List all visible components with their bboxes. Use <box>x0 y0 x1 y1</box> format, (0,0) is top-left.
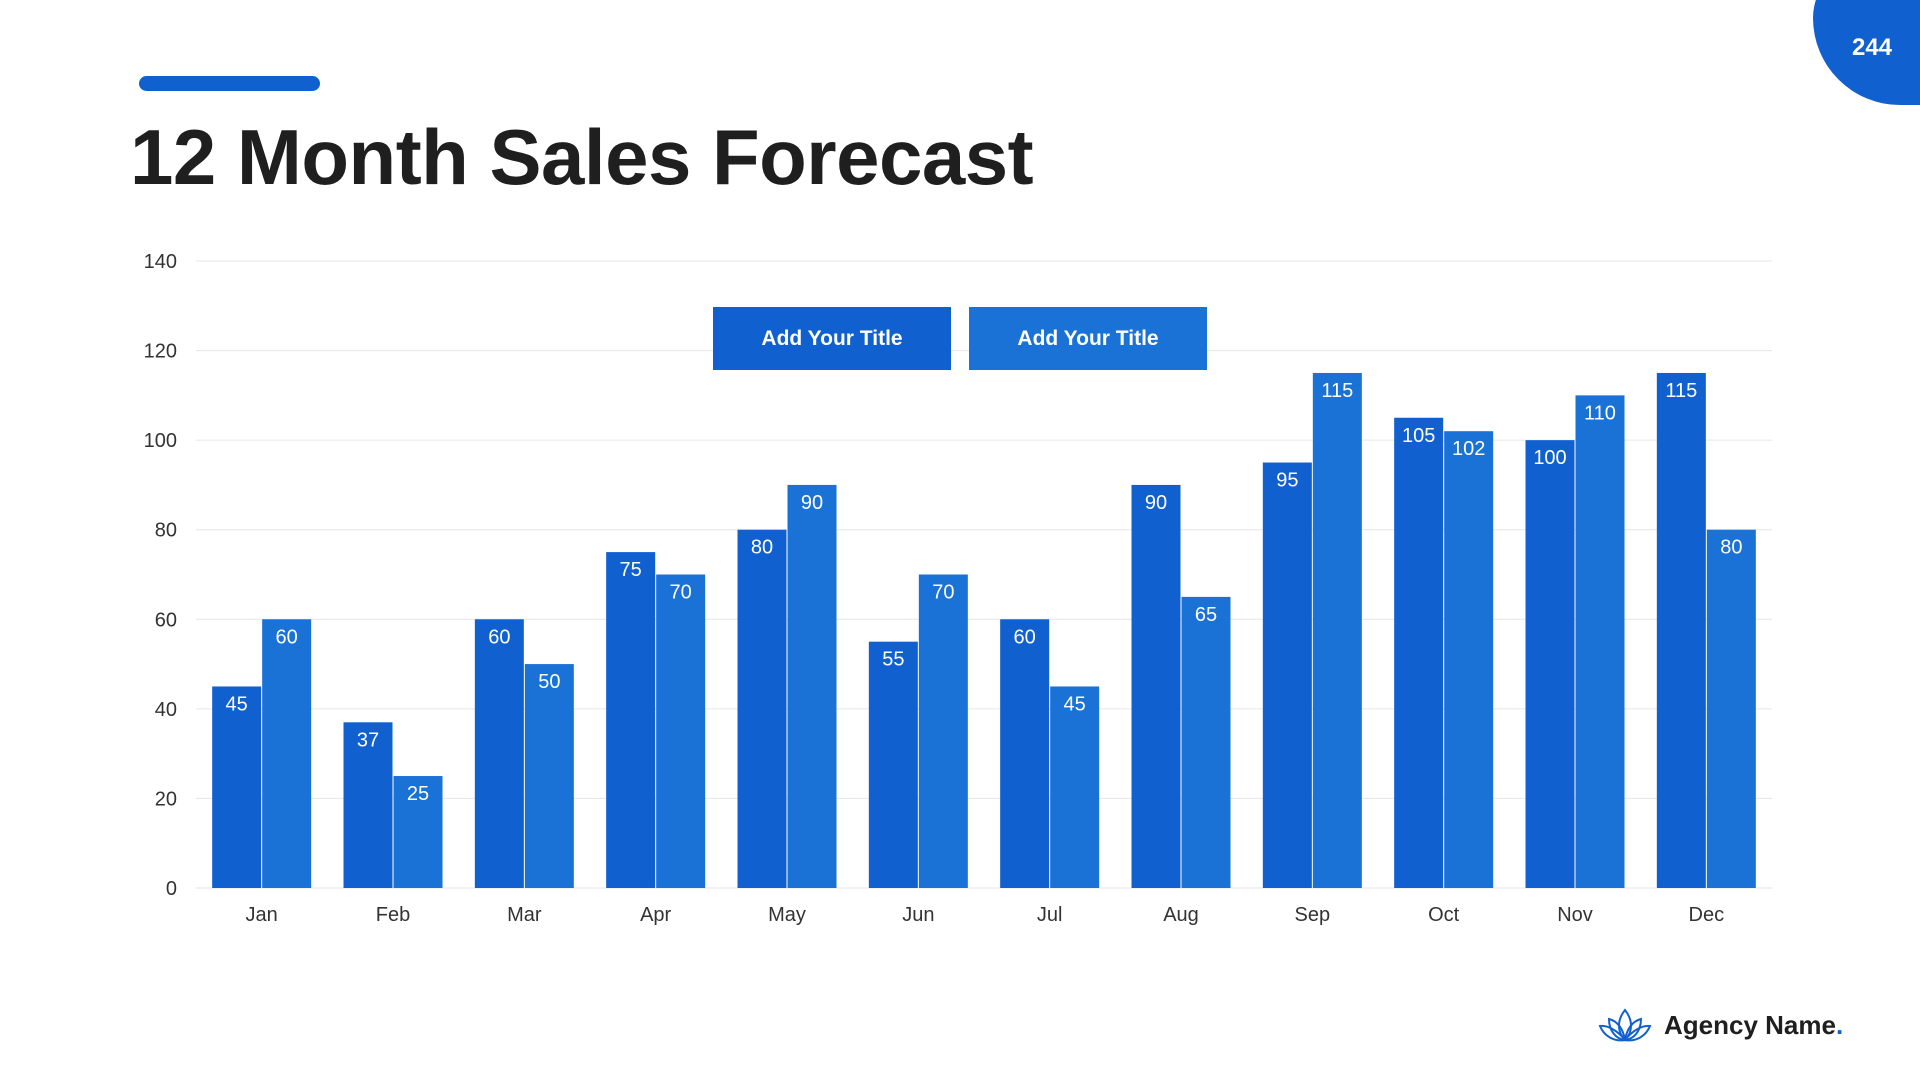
x-tick-label: Mar <box>507 904 542 926</box>
title-accent-bar <box>139 76 320 91</box>
y-tick-label: 40 <box>155 699 177 721</box>
bar-series-2-sep <box>1312 372 1362 888</box>
data-label: 90 <box>801 492 823 514</box>
y-tick-label: 100 <box>144 430 177 452</box>
x-tick-label: Nov <box>1557 904 1593 926</box>
bar-series-2-oct <box>1444 431 1494 888</box>
x-tick-label: Dec <box>1689 904 1725 926</box>
data-label: 60 <box>1014 626 1036 648</box>
bar-series-1-oct <box>1394 417 1444 888</box>
data-label: 25 <box>407 783 429 805</box>
chart-legend: Add Your Title Add Your Title <box>713 307 1207 370</box>
bar-series-2-may <box>787 484 837 888</box>
bar-series-2-jan <box>262 619 312 888</box>
y-tick-label: 0 <box>166 878 177 900</box>
bar-series-2-nov <box>1575 395 1625 888</box>
brand-name-text: Agency Name <box>1664 1009 1836 1040</box>
bar-series-2-feb <box>393 776 443 888</box>
data-label: 70 <box>932 582 954 604</box>
brand-name: Agency Name. <box>1664 1010 1843 1041</box>
data-label: 55 <box>882 649 904 671</box>
x-tick-label: Aug <box>1163 904 1199 926</box>
data-label: 37 <box>357 729 379 751</box>
bar-series-1-jun <box>868 641 918 888</box>
data-label: 115 <box>1665 380 1697 402</box>
legend-item-series-2: Add Your Title <box>969 307 1207 370</box>
x-tick-label: Jan <box>246 904 278 926</box>
data-label: 80 <box>751 537 773 559</box>
x-tick-label: May <box>768 904 806 926</box>
data-label: 45 <box>226 693 248 715</box>
x-tick-label: Oct <box>1428 904 1460 926</box>
bar-series-1-mar <box>474 619 524 888</box>
bar-series-2-mar <box>524 664 574 888</box>
data-label: 95 <box>1276 470 1298 492</box>
page-number: 244 <box>1851 34 1893 61</box>
x-tick-label: Sep <box>1295 904 1331 926</box>
bar-series-2-aug <box>1181 596 1231 888</box>
y-tick-label: 140 <box>144 251 177 273</box>
data-label: 110 <box>1584 402 1616 424</box>
data-label: 75 <box>620 559 642 581</box>
bar-series-1-feb <box>343 722 393 888</box>
y-tick-label: 120 <box>144 341 177 363</box>
bar-series-2-jul <box>1050 686 1100 888</box>
legend-item-series-1: Add Your Title <box>713 307 951 370</box>
data-label: 45 <box>1064 693 1086 715</box>
bar-series-1-apr <box>606 552 656 888</box>
data-label: 90 <box>1145 492 1167 514</box>
x-tick-label: Apr <box>640 904 671 926</box>
x-tick-label: Feb <box>376 904 410 926</box>
data-label: 65 <box>1195 604 1217 626</box>
bar-series-2-dec <box>1706 529 1756 888</box>
lotus-icon <box>1598 1008 1652 1042</box>
bar-series-1-nov <box>1525 440 1575 888</box>
x-tick-label: Jul <box>1037 904 1063 926</box>
data-label: 60 <box>276 626 298 648</box>
bar-series-2-apr <box>656 574 706 888</box>
y-tick-label: 80 <box>155 520 177 542</box>
data-label: 100 <box>1533 447 1566 469</box>
bar-series-2-jun <box>918 574 968 888</box>
brand-logo: Agency Name. <box>1598 1007 1843 1043</box>
bar-series-1-jul <box>1000 619 1050 888</box>
bar-series-1-dec <box>1656 372 1706 888</box>
data-label: 102 <box>1452 438 1485 460</box>
data-label: 105 <box>1402 425 1435 447</box>
data-label: 60 <box>488 626 510 648</box>
y-tick-label: 20 <box>155 788 177 810</box>
data-label: 115 <box>1321 380 1353 402</box>
bar-series-1-aug <box>1131 484 1181 888</box>
y-tick-label: 60 <box>155 609 177 631</box>
data-label: 80 <box>1720 537 1742 559</box>
page-title: 12 Month Sales Forecast <box>130 113 1034 201</box>
data-label: 50 <box>538 671 560 693</box>
bar-series-1-may <box>737 529 787 888</box>
bar-series-1-jan <box>212 686 262 888</box>
brand-name-dot: . <box>1835 1009 1844 1040</box>
x-tick-label: Jun <box>902 904 934 926</box>
bar-series-1-sep <box>1262 462 1312 888</box>
data-label: 70 <box>670 582 692 604</box>
